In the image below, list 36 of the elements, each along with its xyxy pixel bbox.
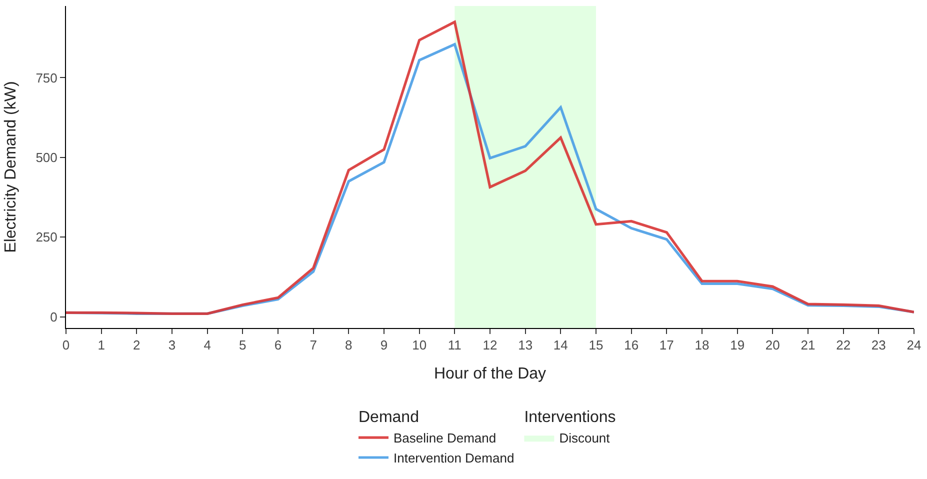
legend-label: Intervention Demand bbox=[394, 450, 514, 466]
y-axis-title: Electricity Demand (kW) bbox=[2, 81, 20, 253]
y-tick-label: 0 bbox=[50, 309, 58, 324]
x-tick-label: 22 bbox=[836, 338, 851, 353]
x-tick-label: 15 bbox=[588, 338, 604, 353]
y-tick-label: 500 bbox=[36, 150, 58, 165]
x-tick-label: 18 bbox=[694, 338, 710, 353]
x-tick-label: 20 bbox=[765, 338, 780, 353]
x-tick-label: 12 bbox=[482, 338, 498, 353]
x-tick-label: 7 bbox=[310, 338, 317, 353]
x-tick-label: 17 bbox=[659, 338, 674, 353]
x-tick-label: 4 bbox=[204, 338, 211, 353]
legend-title: Demand bbox=[358, 408, 419, 426]
x-tick-label: 10 bbox=[412, 338, 427, 353]
x-tick-label: 1 bbox=[98, 338, 105, 353]
x-tick-label: 3 bbox=[168, 338, 176, 353]
x-tick-label: 0 bbox=[62, 338, 70, 353]
x-tick-label: 11 bbox=[448, 338, 462, 353]
y-tick-label: 250 bbox=[36, 230, 58, 245]
x-tick-label: 5 bbox=[239, 338, 246, 353]
x-tick-label: 23 bbox=[871, 338, 886, 353]
y-tick-label: 750 bbox=[36, 70, 58, 86]
x-axis-title: Hour of the Day bbox=[434, 365, 546, 382]
legend-label: Discount bbox=[559, 430, 610, 446]
x-tick-label: 21 bbox=[800, 338, 816, 353]
x-tick-label: 19 bbox=[730, 338, 745, 353]
x-tick-label: 13 bbox=[518, 338, 533, 353]
text: Interventions bbox=[524, 408, 616, 426]
x-tick-label: 2 bbox=[133, 338, 140, 353]
legend-label: Baseline Demand bbox=[394, 430, 496, 446]
x-tick-label: 14 bbox=[553, 338, 568, 353]
x-tick-label: 24 bbox=[906, 338, 922, 353]
x-tick-label: 8 bbox=[345, 338, 352, 353]
x-tick-label: 6 bbox=[274, 338, 282, 353]
x-tick-label: 9 bbox=[380, 338, 388, 353]
x-tick-label: 16 bbox=[624, 338, 639, 353]
